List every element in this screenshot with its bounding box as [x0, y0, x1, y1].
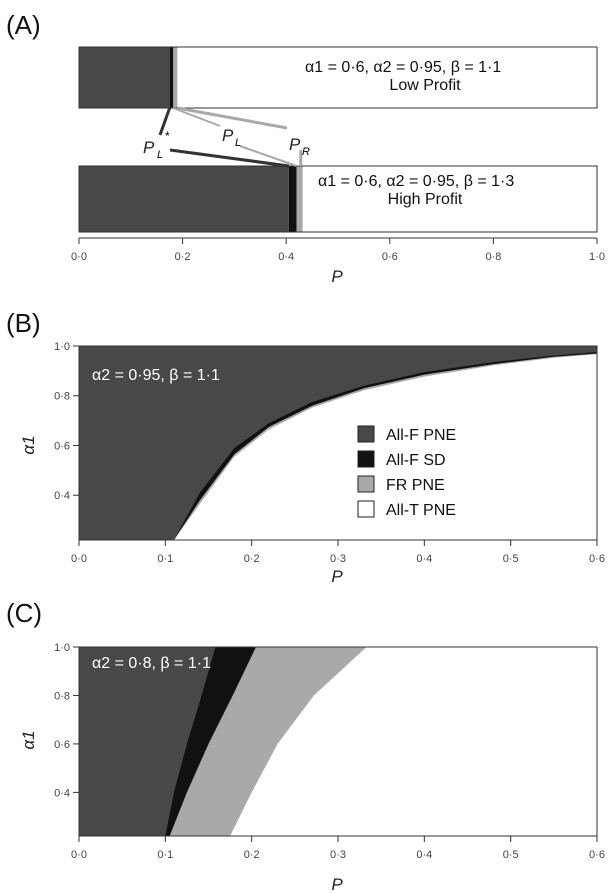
panel-b-params: α2 = 0·95, β = 1·1	[92, 367, 220, 384]
p-l-subscript: L	[235, 137, 241, 149]
panel-b: (B) α2 = 0·95, β = 1·1 All-F PNE All-F SD…	[6, 308, 605, 586]
bar-frame	[78, 165, 598, 233]
y-tick-label: 0·6	[54, 739, 70, 751]
panel-c-params: α2 = 0·8, β = 1·1	[92, 655, 211, 672]
legend-swatch-allt-pne	[357, 500, 375, 518]
p-l-label: P	[222, 126, 234, 145]
y-tick-label: 0·8	[54, 391, 70, 403]
x-tick-label: 0·2	[244, 849, 260, 861]
y-tick-label: 0·6	[54, 440, 70, 452]
panel-c-axes: 0·0 0·1 0·2 0·3 0·4 0·5 0·6 0·4 0·6 0·8 1·0	[54, 642, 605, 861]
threshold-pointers	[158, 106, 303, 168]
bar-segment-allf-pne	[79, 47, 170, 108]
panel-b-legend: All-F PNE All-F SD FR PNE All-T PNE	[357, 425, 456, 519]
region-allf-pne	[79, 346, 597, 540]
p-r-subscript: R	[302, 146, 310, 158]
panel-a-label: (A)	[6, 10, 41, 40]
legend-label-allf-sd: All-F SD	[386, 452, 446, 469]
y-tick-label: 1·0	[54, 642, 70, 654]
bar-segment-allt-pne	[302, 166, 597, 232]
panel-c: (C) α2 = 0·8, β = 1·1 0·0 0·1 0·2 0·3 0·4 0·5…	[6, 598, 605, 894]
x-tick-label: 0·5	[503, 553, 519, 565]
y-tick-label: 0·4	[54, 787, 70, 799]
panel-c-y-title: α1	[19, 730, 38, 749]
legend-label-allf-pne: All-F PNE	[386, 427, 456, 444]
p-l-star-pointer-bottom	[169, 148, 289, 168]
low-profit-bar	[78, 46, 598, 109]
region-allf-pne	[79, 647, 216, 836]
x-tick-label: 0·0	[71, 251, 87, 263]
x-tick-label: 0·3	[330, 553, 346, 565]
x-tick-label: 0·3	[330, 849, 346, 861]
y-tick-label: 1·0	[54, 341, 70, 353]
panel-a-x-title: P	[331, 267, 343, 286]
legend-label-allt-pne: All-T PNE	[386, 502, 456, 519]
x-tick-label: 0·0	[71, 849, 87, 861]
panel-b-axes: 0·0 0·1 0·2 0·3 0·4 0·5 0·6 0·4 0·6 0·8 1·0	[54, 341, 605, 565]
legend-label-fr-pne: FR PNE	[386, 477, 445, 494]
x-tick-label: 0·5	[503, 849, 519, 861]
p-l-star-label: P	[143, 138, 155, 157]
bar-segment-fr-pne	[173, 47, 178, 108]
x-tick-label: 0·8	[485, 251, 501, 263]
high-profit-bar	[78, 165, 598, 233]
p-r-pointer-top	[177, 106, 288, 130]
panel-b-x-title: P	[331, 567, 343, 586]
low-profit-params: α1 = 0·6, α2 = 0·95, β = 1·1	[305, 59, 501, 76]
bar-segment-allf-sd	[288, 166, 297, 232]
high-profit-params: α1 = 0·6, α2 = 0·95, β = 1·3	[318, 173, 514, 190]
panel-b-y-title: α1	[19, 435, 38, 454]
x-tick-label: 0·0	[71, 553, 87, 565]
panel-b-plot	[79, 346, 597, 540]
panel-c-label: (C)	[6, 598, 42, 628]
x-tick-label: 0·4	[278, 251, 294, 263]
bar-frame	[78, 46, 598, 109]
x-tick-label: 0·1	[157, 553, 173, 565]
x-tick-label: 0·4	[416, 553, 432, 565]
y-tick-label: 0·4	[54, 490, 70, 502]
p-l-star-pointer-top	[158, 107, 172, 136]
panel-b-label: (B)	[6, 308, 41, 338]
x-tick-label: 0·6	[382, 251, 398, 263]
bar-segment-allf-pne	[79, 166, 289, 232]
panel-a-x-axis: 0·0 0·2 0·4 0·6 0·8 1·0	[71, 237, 605, 263]
bar-segment-allf-sd	[169, 47, 174, 108]
p-l-pointer-bottom	[239, 145, 297, 167]
panel-c-x-title: P	[331, 875, 343, 894]
x-tick-label: 0·6	[589, 849, 605, 861]
legend-swatch-allf-sd	[357, 450, 375, 468]
panel-a: (A) α1 = 0·6, α2 = 0·95, β = 1·1 Low Pro…	[6, 10, 605, 286]
x-tick-label: 0·2	[175, 251, 191, 263]
p-l-star-superscript: *	[165, 129, 170, 143]
low-profit-label: Low Profit	[389, 77, 461, 94]
legend-swatch-allf-pne	[357, 425, 375, 443]
p-l-star-subscript: L	[157, 149, 163, 161]
legend-swatch-fr-pne	[357, 475, 375, 493]
panel-c-plot	[79, 647, 597, 836]
p-l-pointer-top	[172, 107, 221, 127]
x-tick-label: 1·0	[589, 251, 605, 263]
p-r-label: P	[289, 135, 301, 154]
y-tick-label: 0·8	[54, 690, 70, 702]
x-tick-label: 0·4	[416, 849, 432, 861]
x-tick-label: 0·1	[157, 849, 173, 861]
high-profit-label: High Profit	[388, 191, 463, 208]
bar-segment-allt-pne	[177, 47, 598, 108]
x-tick-label: 0·2	[244, 553, 260, 565]
x-tick-label: 0·6	[589, 553, 605, 565]
bar-segment-fr-pne	[296, 166, 303, 232]
